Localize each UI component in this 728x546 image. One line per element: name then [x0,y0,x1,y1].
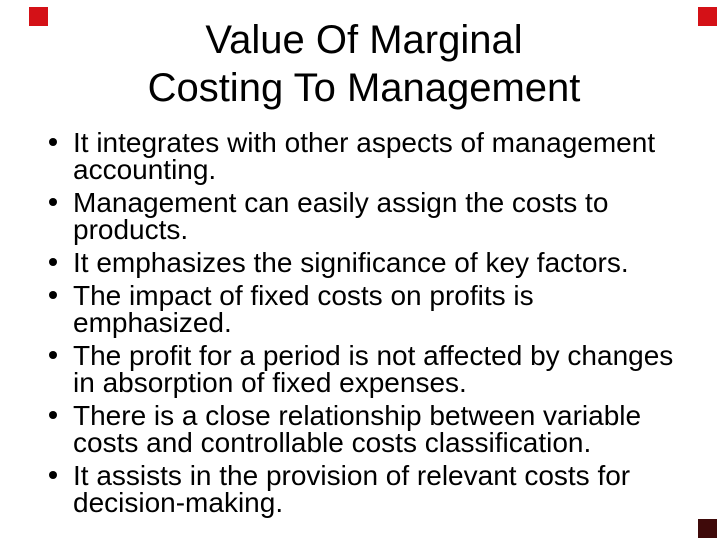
bullet-item-5: The profit for a period is not affected … [49,340,692,398]
bullet-list: It integrates with other aspects of mana… [0,127,728,518]
bullet-dot-icon [49,471,57,479]
corner-accent-top-right [698,7,717,26]
bullet-item-6: There is a close relationship between va… [49,400,692,458]
bullet-item-3: It emphasizes the significance of key fa… [49,247,692,278]
bullet-text: The impact of fixed costs on profits is … [73,280,534,338]
corner-accent-bottom-right [698,519,717,538]
bullet-dot-icon [49,138,57,146]
slide-title: Value Of Marginal Costing To Management [0,0,728,112]
bullet-item-2: Management can easily assign the costs t… [49,187,692,245]
title-line-1: Value Of Marginal [205,18,523,62]
bullet-dot-icon [49,291,57,299]
bullet-dot-icon [49,411,57,419]
bullet-text: Management can easily assign the costs t… [73,187,609,245]
bullet-text: The profit for a period is not affected … [73,340,674,398]
bullet-item-7: It assists in the provision of relevant … [49,460,692,518]
bullet-dot-icon [49,198,57,206]
corner-accent-top-left [29,7,48,26]
bullet-text: It emphasizes the significance of key fa… [73,247,629,278]
bullet-item-1: It integrates with other aspects of mana… [49,127,692,185]
bullet-dot-icon [49,258,57,266]
bullet-item-4: The impact of fixed costs on profits is … [49,280,692,338]
bullet-text: It assists in the provision of relevant … [73,460,631,518]
bullet-dot-icon [49,351,57,359]
bullet-text: There is a close relationship between va… [73,400,642,458]
bullet-text: It integrates with other aspects of mana… [73,127,656,185]
title-line-2: Costing To Management [147,66,581,110]
